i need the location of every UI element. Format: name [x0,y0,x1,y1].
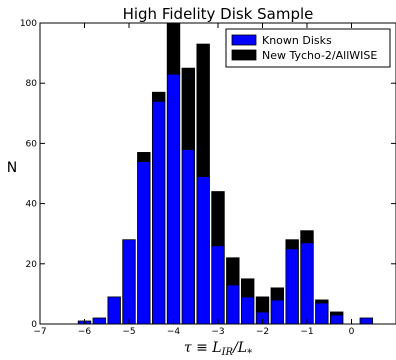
bar-known-disks-14 [285,248,299,325]
bar-new-tycho-10 [226,257,240,286]
bar-known-disks-15 [300,242,314,325]
bar-new-tycho-5 [151,91,166,102]
x-tick-label: −1 [300,327,313,337]
x-axis-title: τ ≡ LIR/L* [184,340,252,359]
bar-known-disks-13 [270,299,285,325]
legend-swatch [231,34,257,46]
bar-known-disks-1 [92,317,107,325]
bar-known-disks-5 [151,100,166,325]
bar-new-tycho-16 [315,299,329,304]
legend-swatch [231,49,257,61]
y-tick-label: 20 [26,260,38,270]
bar-new-tycho-11 [240,278,255,298]
bar-new-tycho-13 [270,287,285,301]
bar-known-disks-3 [122,239,136,325]
bar-known-disks-16 [315,302,329,325]
y-axis-title: N [7,160,17,176]
x-tick-label: −7 [33,327,46,337]
bar-known-disks-10 [226,284,240,325]
bar-known-disks-6 [166,73,181,325]
bar-new-tycho-4 [137,152,151,162]
x-tick-label: −6 [78,327,92,337]
y-tick-label: 100 [20,19,37,29]
bar-new-tycho-15 [300,230,314,244]
y-tick-label: 80 [26,79,38,89]
bar-known-disks-4 [137,161,151,325]
legend: Known Disks New Tycho-2/AllWISE [225,28,391,68]
x-tick-label: −4 [167,327,181,337]
legend-label: Known Disks [262,34,332,47]
bars-layer [77,22,374,325]
bar-new-tycho-17 [329,311,344,316]
bar-new-tycho-6 [166,22,181,75]
legend-label: New Tycho-2/AllWISE [262,49,377,62]
bar-known-disks-2 [107,296,121,325]
x-tick-label: −2 [256,327,269,337]
x-tick-label: 0 [349,327,355,337]
bar-known-disks-8 [196,176,210,325]
x-tick-label: −5 [122,327,135,337]
ticks-layer: −7 −6 −5 −4 −3 −2 −1 0 0 20 40 60 80 100 [20,19,396,337]
bar-new-tycho-14 [285,239,299,250]
bar-known-disks-7 [181,149,196,325]
y-tick-label: 40 [26,200,38,210]
y-tick-label: 60 [26,139,38,149]
chart-title: High Fidelity Disk Sample [123,5,314,23]
bar-known-disks-17 [329,314,344,325]
bar-known-disks-11 [240,296,255,325]
y-tick-label: 0 [31,320,37,330]
bar-new-tycho-7 [181,67,196,150]
x-tick-label: −3 [211,327,224,337]
bar-known-disks-9 [211,245,225,325]
bar-new-tycho-8 [196,43,210,177]
bar-known-disks-19 [359,317,374,325]
bar-new-tycho-9 [211,191,225,247]
bar-new-tycho-12 [255,296,270,313]
